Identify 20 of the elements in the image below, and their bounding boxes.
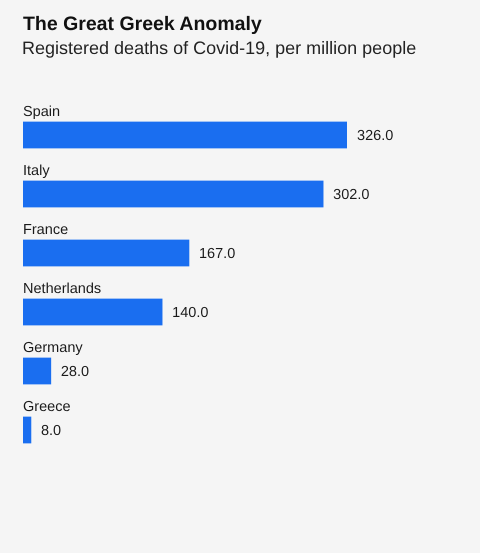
bar bbox=[23, 240, 190, 266]
bar bbox=[23, 122, 347, 148]
bar bbox=[23, 416, 32, 444]
bar bbox=[23, 358, 52, 384]
data-label: 167.0 bbox=[198, 246, 236, 262]
bar bbox=[23, 298, 162, 326]
y-tick-label: France bbox=[23, 222, 68, 238]
data-label: 326.0 bbox=[357, 128, 394, 144]
data-label: 140.0 bbox=[172, 305, 208, 321]
y-tick-label: Spain bbox=[23, 104, 60, 120]
bar bbox=[23, 180, 324, 208]
y-tick-label: Greece bbox=[23, 399, 71, 415]
chart-subtitle: Registered deaths of Covid-19, per million people bbox=[22, 37, 416, 60]
y-tick-label: Germany bbox=[23, 340, 84, 356]
y-tick-label: Netherlands bbox=[23, 281, 102, 297]
data-label: 302.0 bbox=[333, 187, 370, 203]
y-tick-label: Italy bbox=[23, 163, 50, 179]
chart-title: The Great Greek Anomaly bbox=[23, 13, 262, 36]
data-label: 28.0 bbox=[60, 364, 90, 380]
data-label: 8.0 bbox=[40, 423, 62, 439]
